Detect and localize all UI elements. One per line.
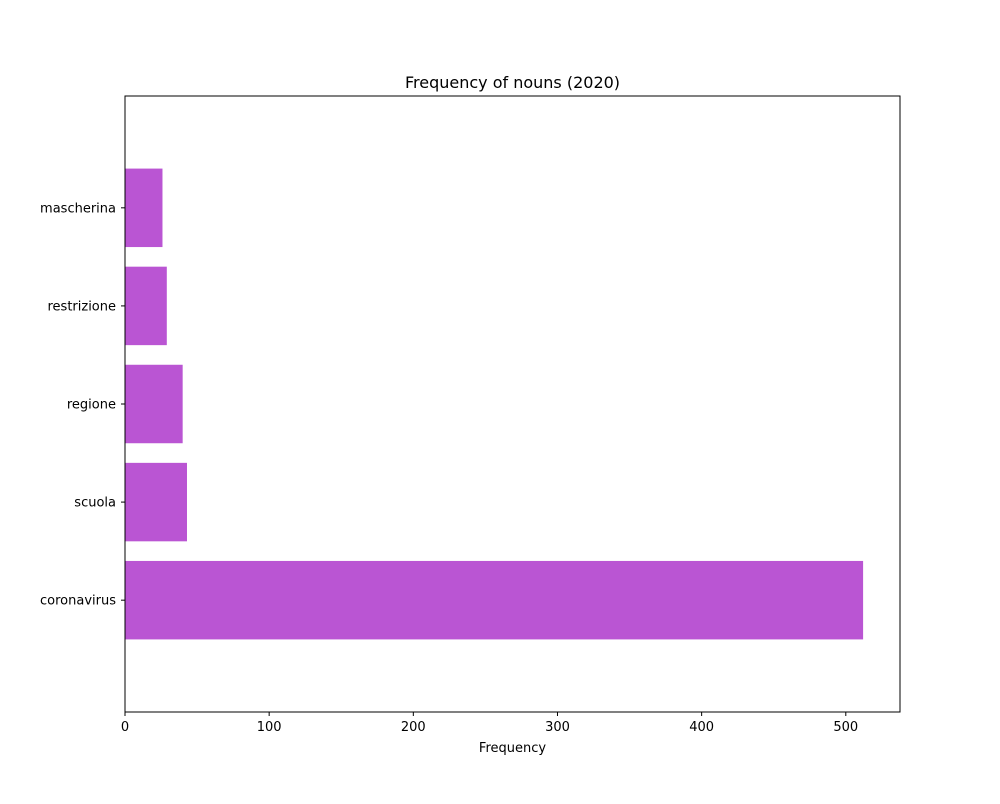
bar-coronavirus [125,560,864,640]
y-tick-label-coronavirus: coronavirus [40,594,116,609]
bar-regione [125,364,183,444]
y-tick-label-regione: regione [67,398,116,413]
x-tick-label-300: 300 [545,720,570,735]
x-tick-label-0: 0 [121,720,129,735]
x-tick-label-400: 400 [689,720,714,735]
x-tick-label-200: 200 [401,720,426,735]
x-axis-label: Frequency [479,741,546,756]
x-tick-label-500: 500 [833,720,858,735]
y-tick-label-mascherina: mascherina [40,201,116,216]
y-tick-label-restrizione: restrizione [47,299,116,314]
bar-scuola [125,462,187,542]
x-tick-label-100: 100 [257,720,282,735]
bar-mascherina [125,168,163,248]
y-axis: coronavirus scuola regione restrizione masch… [40,201,125,609]
bars-layer [125,168,864,640]
bar-restrizione [125,266,167,346]
y-tick-label-scuola: scuola [74,496,116,511]
chart-title: Frequency of nouns (2020) [405,73,620,92]
x-axis: 0 100 200 300 400 500 [121,712,858,735]
